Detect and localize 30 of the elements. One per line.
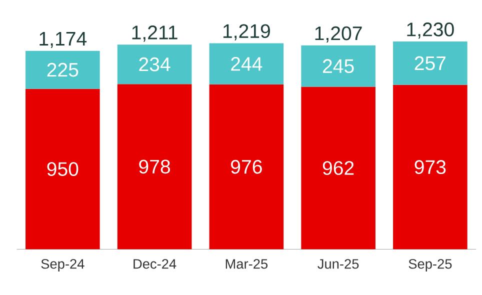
x-tick-label: Sep-24: [41, 258, 84, 272]
data-label: 950: [47, 162, 78, 176]
x-tick-label: Jun-25: [318, 258, 359, 269]
bar: [209, 84, 284, 250]
x-tick-label: Mar-25: [226, 258, 268, 269]
bar: [26, 50, 100, 89]
total-label: 1,230: [407, 22, 454, 39]
bar: [393, 41, 468, 85]
x-tick-label: Sep-25: [408, 258, 452, 272]
bar: [301, 86, 376, 250]
total-label: 1,174: [40, 32, 87, 48]
bar: [393, 84, 468, 250]
data-label: 244: [231, 56, 262, 71]
data-label: 234: [139, 57, 170, 72]
bar: [301, 45, 376, 87]
bar: [209, 43, 284, 84]
data-label: 225: [47, 62, 78, 77]
total-label: 1,219: [223, 24, 270, 40]
data-label: 245: [322, 59, 354, 73]
total-label: 1,207: [315, 26, 362, 42]
data-label: 976: [231, 160, 262, 174]
total-label: 1,211: [132, 25, 178, 42]
bar: [117, 84, 192, 250]
data-label: 978: [139, 160, 170, 174]
bar: [117, 44, 192, 84]
x-tick-label: Dec-24: [134, 258, 176, 269]
data-label: 962: [322, 161, 354, 175]
bar: [26, 88, 100, 250]
data-label: 973: [414, 160, 446, 174]
data-label: 257: [414, 56, 446, 70]
